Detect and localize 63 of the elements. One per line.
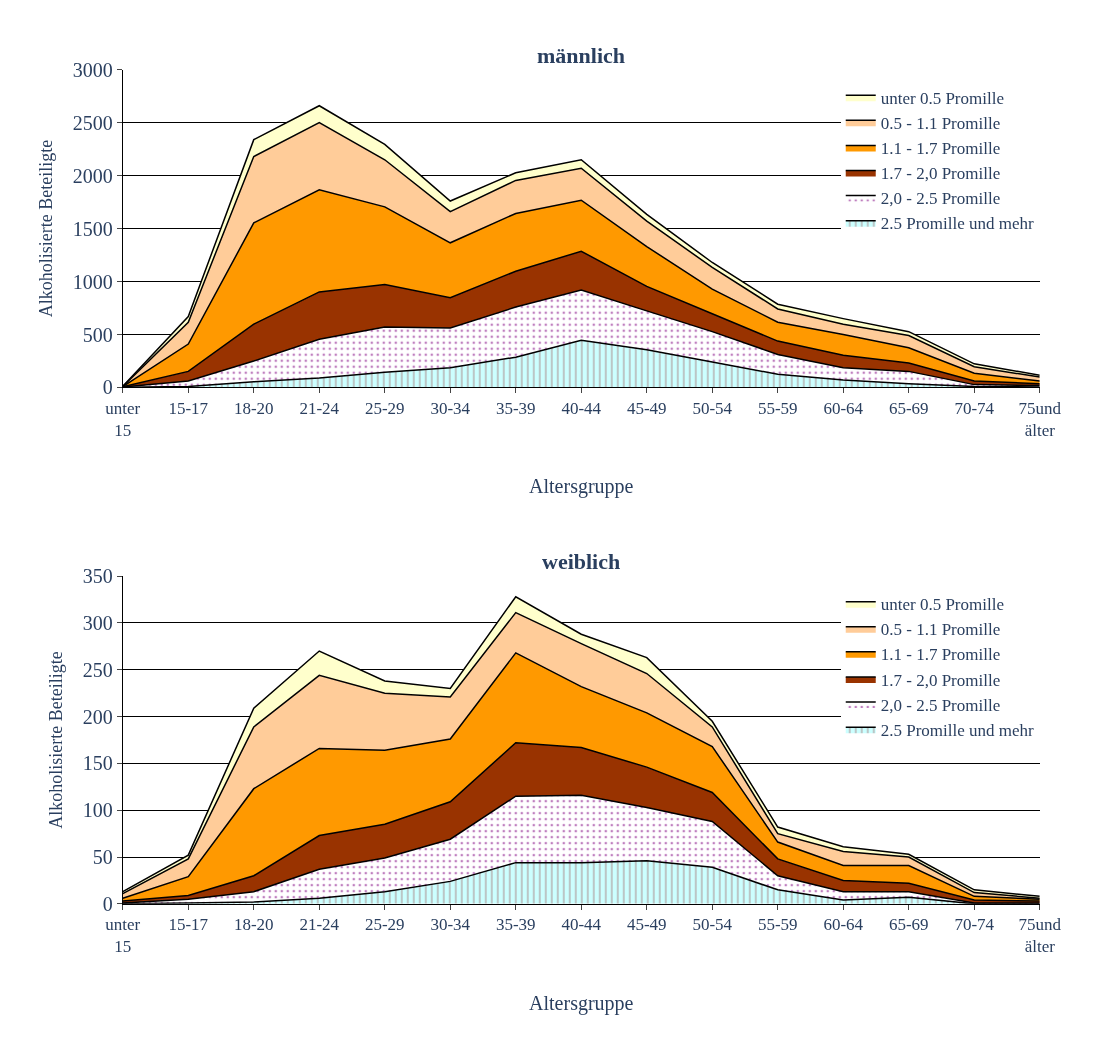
x-axis-title: Altersgruppe xyxy=(529,475,634,499)
y-tick-label: 0 xyxy=(102,892,113,915)
x-tick-label: 21-24 xyxy=(299,915,340,935)
legend-label: 0.5 - 1.1 Promille xyxy=(880,113,1001,133)
x-tick-label: 75und älter xyxy=(1018,915,1062,957)
y-tick-label: 100 xyxy=(82,799,113,822)
x-tick-label: 40-44 xyxy=(561,915,602,935)
x-tick-label: 18-20 xyxy=(233,398,274,418)
y-tick-label: 500 xyxy=(82,323,113,346)
x-tick-label: 15-17 xyxy=(168,398,209,418)
x-tick-label: unter 15 xyxy=(105,398,141,440)
x-tick-label: 70-74 xyxy=(954,398,995,418)
x-tick-label: 65-69 xyxy=(888,915,929,935)
x-tick-label: 60-64 xyxy=(823,915,864,935)
x-tick-label: 45-49 xyxy=(626,915,667,935)
y-tick-label: 2000 xyxy=(72,164,113,187)
x-tick-label: 50-54 xyxy=(692,915,733,935)
x-tick-label: 55-59 xyxy=(757,915,798,935)
y-tick-label: 300 xyxy=(82,611,113,634)
legend-label: 2.5 Promille und mehr xyxy=(880,214,1035,234)
x-tick-label: 50-54 xyxy=(692,398,733,418)
y-tick-label: 1500 xyxy=(72,217,113,240)
y-tick-label: 150 xyxy=(82,752,113,775)
x-tick-label: 45-49 xyxy=(626,398,667,418)
y-tick-label: 250 xyxy=(82,658,113,681)
y-tick-label: 200 xyxy=(82,705,113,728)
x-tick-label: unter 15 xyxy=(105,915,141,957)
y-tick-label: 350 xyxy=(82,565,113,588)
chart-title: männlich xyxy=(537,43,626,68)
x-tick-label: 35-39 xyxy=(495,398,536,418)
x-tick-label: 25-29 xyxy=(364,398,405,418)
x-tick-label: 15-17 xyxy=(168,915,209,935)
legend-label: 1.7 - 2,0 Promille xyxy=(880,164,1001,184)
y-tick-label: 0 xyxy=(102,376,113,399)
x-tick-label: 70-74 xyxy=(954,915,995,935)
legend-label: 2,0 - 2.5 Promille xyxy=(880,189,1001,209)
x-tick-label: 30-34 xyxy=(430,398,471,418)
y-tick-label: 50 xyxy=(92,846,113,869)
y-axis-title: Alkoholisierte Beteiligte xyxy=(45,651,66,829)
x-tick-label: 30-34 xyxy=(430,915,471,935)
y-tick-label: 1000 xyxy=(72,270,113,293)
legend-label: unter 0.5 Promille xyxy=(880,88,1004,108)
chart-title: weiblich xyxy=(542,549,621,574)
legend-label: 1.7 - 2,0 Promille xyxy=(880,670,1001,690)
x-tick-label: 40-44 xyxy=(561,398,602,418)
x-tick-label: 55-59 xyxy=(757,398,798,418)
y-tick-label: 3000 xyxy=(72,58,113,81)
legend-label: 2.5 Promille und mehr xyxy=(880,720,1035,740)
y-tick-label: 2500 xyxy=(72,111,113,134)
x-tick-label: 18-20 xyxy=(233,915,274,935)
legend-label: unter 0.5 Promille xyxy=(880,595,1004,615)
x-tick-label: 75und älter xyxy=(1018,398,1062,440)
legend-label: 0.5 - 1.1 Promille xyxy=(880,620,1001,640)
x-tick-label: 60-64 xyxy=(823,398,864,418)
x-tick-label: 21-24 xyxy=(299,398,340,418)
legend-label: 2,0 - 2.5 Promille xyxy=(880,695,1001,715)
y-axis-title: Alkoholisierte Beteiligte xyxy=(35,139,56,318)
x-axis-title: Altersgruppe xyxy=(529,991,634,1015)
legend-label: 1.1 - 1.7 Promille xyxy=(880,139,1001,159)
x-tick-label: 35-39 xyxy=(495,915,536,935)
x-tick-label: 25-29 xyxy=(364,915,405,935)
legend-label: 1.1 - 1.7 Promille xyxy=(880,645,1001,665)
x-tick-label: 65-69 xyxy=(888,398,929,418)
